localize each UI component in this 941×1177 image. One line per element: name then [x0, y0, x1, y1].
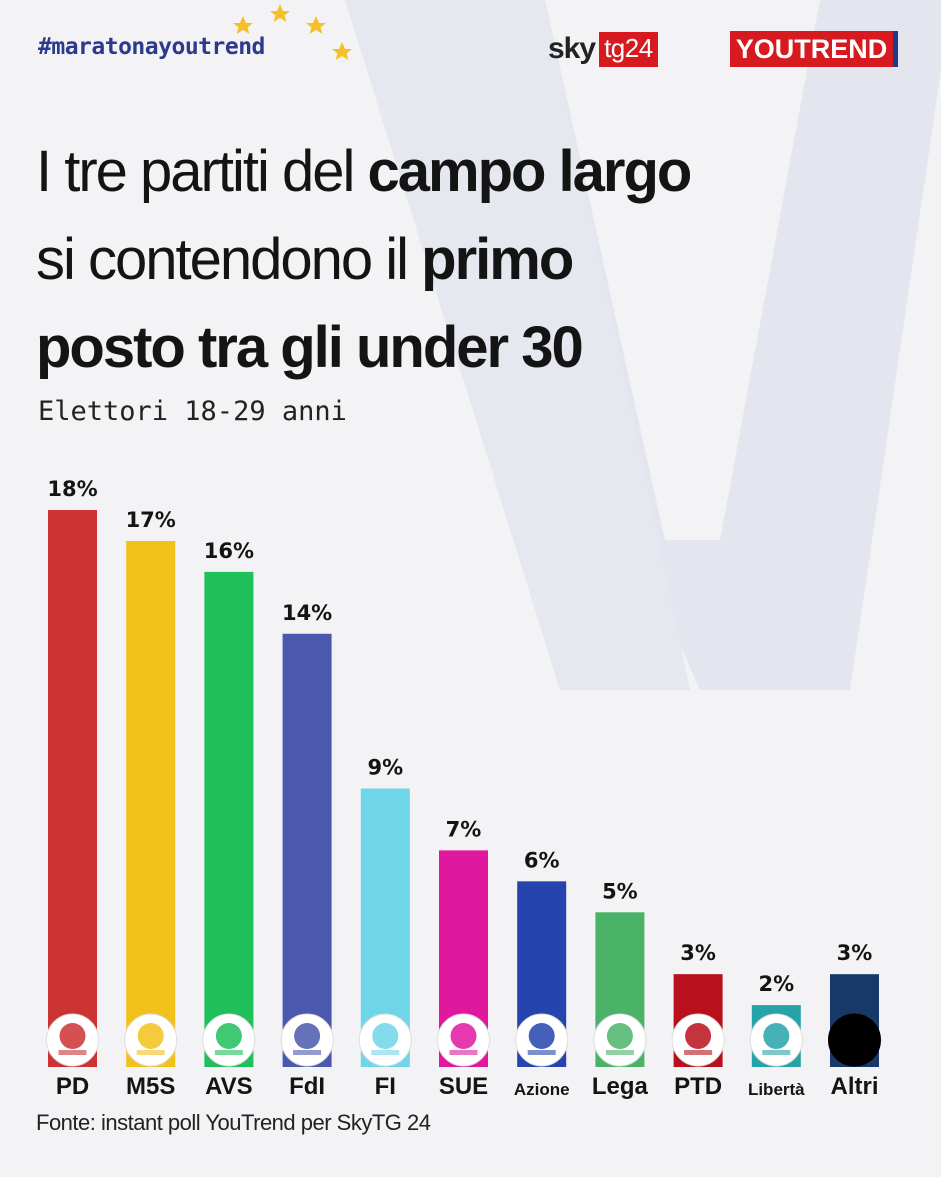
lega-logo-icon: [593, 1013, 647, 1067]
eu-stars-icon: [233, 4, 352, 60]
bar-value-label: 5%: [602, 879, 638, 903]
bar-value-label: 7%: [446, 817, 482, 841]
title-line1-regular: I tre partiti del: [36, 139, 368, 204]
category-label: PTD: [674, 1073, 722, 1100]
sue-logo-icon: [437, 1013, 490, 1067]
ptd-logo-icon: [671, 1013, 725, 1067]
fdi-logo-icon: [280, 1013, 334, 1067]
pd-logo-icon: [46, 1013, 99, 1067]
skytg24-logo: sky tg24: [548, 30, 658, 68]
altri-dot-icon: [828, 1013, 881, 1067]
category-label: SUE: [439, 1073, 488, 1100]
title-line2-bold: primo: [421, 227, 574, 292]
bar-value-label: 18%: [47, 477, 97, 501]
bar-value-label: 17%: [126, 508, 176, 532]
bar-value-label: 14%: [282, 601, 332, 625]
bar-value-label: 2%: [758, 972, 794, 996]
tg24-logo-text: tg24: [599, 31, 658, 67]
liberta-logo-icon: [749, 1013, 803, 1067]
bar-value-label: 3%: [837, 941, 873, 965]
category-label: Altri: [831, 1073, 879, 1100]
sky-logo-text: sky: [548, 32, 596, 65]
bar-value-label: 6%: [524, 848, 560, 872]
category-label: Libertà: [748, 1080, 805, 1099]
m5s-logo-icon: [124, 1013, 178, 1067]
bar-fdi: [282, 633, 332, 1067]
bar-m5s: [126, 540, 176, 1067]
chart-title: I tre partiti del campo largo si contend…: [36, 128, 916, 392]
azione-logo-icon: [515, 1013, 569, 1067]
bar-avs: [204, 571, 254, 1067]
category-label: M5S: [126, 1073, 175, 1100]
hashtag: #maratonayoutrend: [38, 34, 265, 60]
bar-value-label: 9%: [367, 756, 403, 780]
chart-subtitle: Elettori 18-29 anni: [38, 396, 347, 427]
bar-pd: [48, 510, 97, 1067]
fi-logo-icon: [358, 1013, 412, 1067]
category-label: FI: [375, 1073, 396, 1100]
title-line1-bold: campo largo: [367, 139, 692, 204]
title-line2-regular: si contendono il: [36, 227, 422, 292]
avs-logo-icon: [202, 1013, 256, 1067]
category-label: Azione: [514, 1080, 570, 1099]
category-label: Lega: [592, 1073, 649, 1100]
bar-value-label: 16%: [204, 539, 254, 563]
title-line3-bold: posto tra gli under 30: [36, 315, 584, 380]
category-label: FdI: [289, 1073, 325, 1100]
category-label: AVS: [205, 1073, 253, 1100]
category-label: PD: [56, 1073, 89, 1100]
youtrend-logo: YOUTREND: [730, 31, 898, 67]
source-note: Fonte: instant poll YouTrend per SkyTG 2…: [36, 1110, 431, 1135]
bar-value-label: 3%: [680, 941, 716, 965]
